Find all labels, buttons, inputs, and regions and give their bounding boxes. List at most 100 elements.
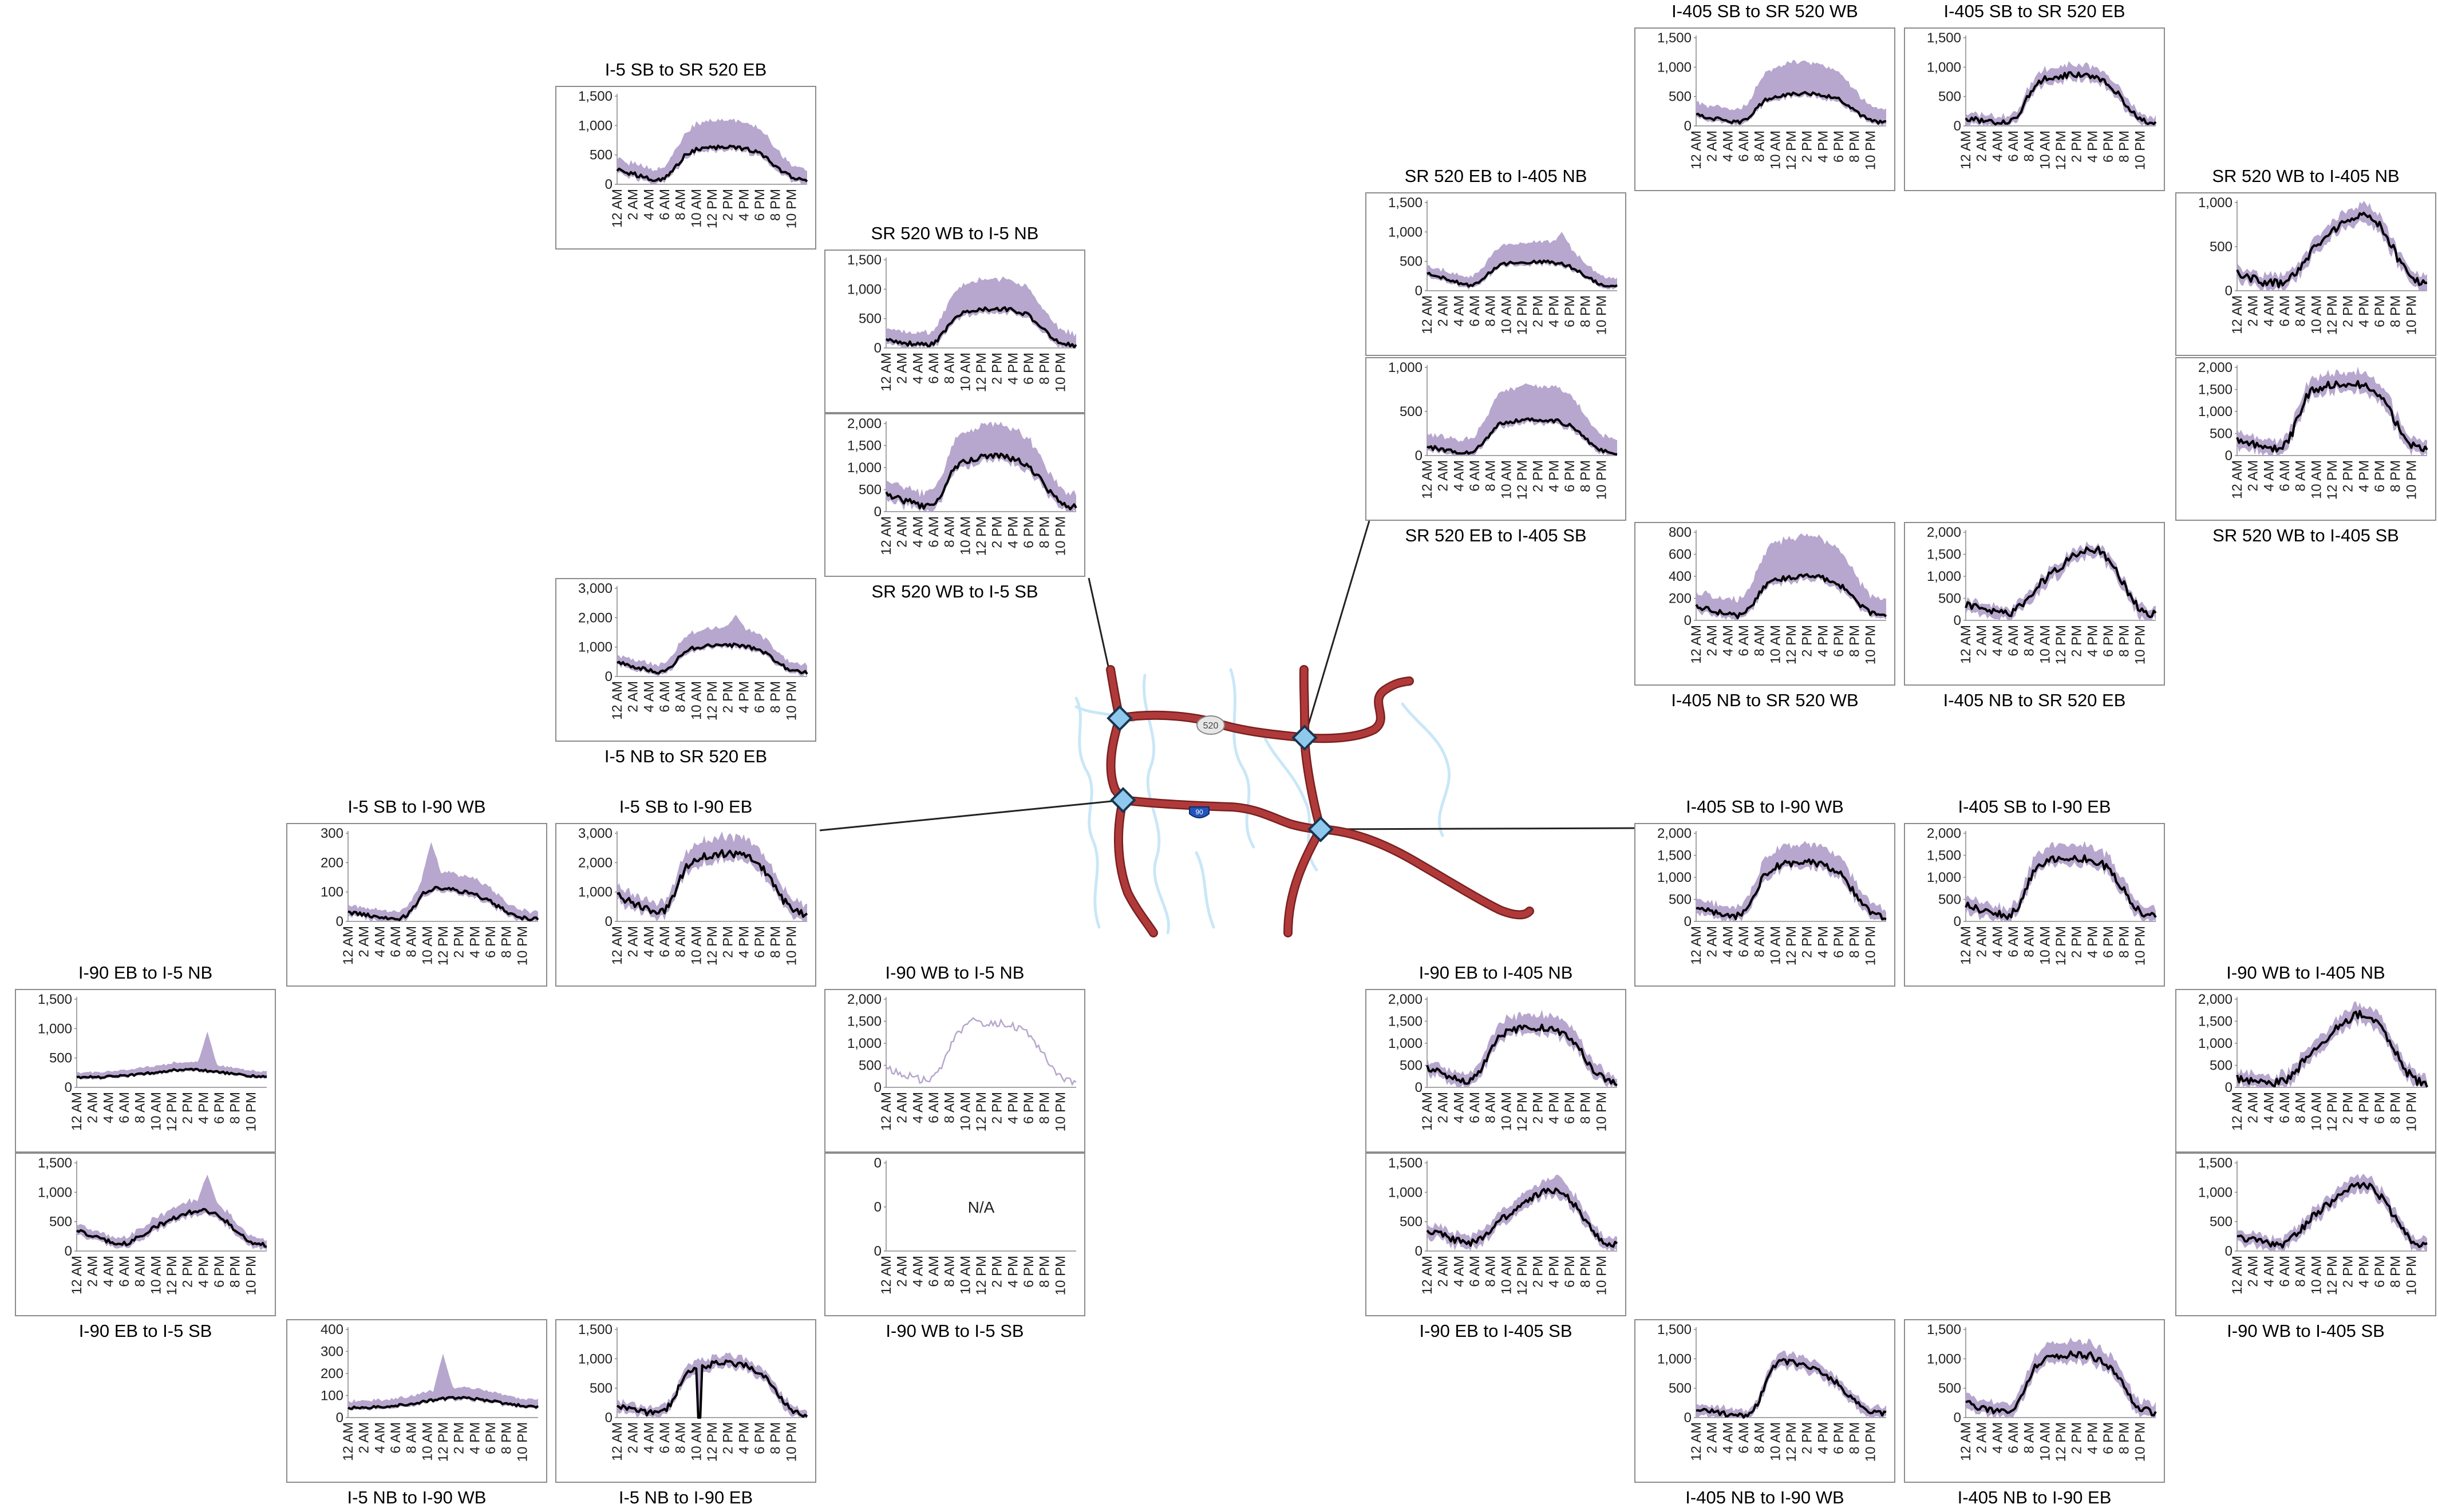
- x-tick-label: 8 PM: [2117, 926, 2132, 958]
- average-line: [76, 1208, 267, 1248]
- x-tick-label: 8 PM: [1037, 353, 1053, 385]
- x-tick-label: 2 AM: [626, 1422, 641, 1454]
- x-tick-label: 2 PM: [1531, 460, 1546, 492]
- y-tick-label: 500: [1938, 1381, 1961, 1396]
- y-tick-label: 0: [605, 177, 613, 192]
- x-tick-label: 2 AM: [1974, 625, 1990, 656]
- average-line: [1696, 858, 1887, 921]
- x-tick-label: 6 PM: [752, 189, 768, 221]
- x-tick-label: 8 AM: [1752, 130, 1768, 162]
- chart-title: I-405 NB to SR 520 EB: [1943, 690, 2126, 710]
- chart-frame: [1904, 27, 2165, 191]
- y-tick-label: 500: [859, 482, 882, 498]
- y-tick-label: 0: [605, 1410, 613, 1426]
- x-tick-label: 10 AM: [1768, 926, 1783, 965]
- x-tick-label: 8 AM: [1483, 295, 1499, 327]
- chart-frame: [1904, 522, 2165, 686]
- x-tick-label: 2 AM: [2246, 295, 2261, 327]
- interchange-node-i405-i90[interactable]: [1307, 816, 1334, 842]
- range-area: [1427, 1010, 1617, 1087]
- chart-title: I-90 EB to I-405 NB: [1418, 963, 1573, 983]
- x-tick-label: 8 AM: [2293, 295, 2309, 327]
- chart-title: I-90 EB to I-5 SB: [78, 1321, 212, 1341]
- y-tick-label: 1,500: [1388, 195, 1423, 211]
- x-tick-label: 8 PM: [1847, 926, 1863, 958]
- x-tick-label: 2 AM: [626, 926, 641, 957]
- x-tick-label: 12 PM: [974, 353, 989, 392]
- x-tick-label: 6 PM: [2372, 460, 2388, 492]
- average-line: [2236, 1010, 2428, 1088]
- x-tick-label: 10 AM: [420, 1422, 435, 1461]
- chart-title: I-5 SB to SR 520 EB: [604, 60, 767, 80]
- y-tick-label: 1,500: [1657, 30, 1692, 46]
- x-tick-label: 10 AM: [1499, 1256, 1514, 1295]
- x-tick-label: 10 AM: [148, 1256, 164, 1295]
- y-tick-label: 1,000: [1927, 60, 1961, 75]
- y-tick-label: 1,000: [578, 885, 613, 900]
- y-tick-label: 0: [1954, 613, 1961, 628]
- x-tick-label: 6 PM: [1021, 353, 1037, 385]
- x-tick-label: 12 PM: [436, 926, 451, 965]
- x-tick-label: 2 PM: [1800, 130, 1815, 163]
- average-line: [2236, 380, 2428, 453]
- y-tick-label: 0: [874, 1200, 882, 1215]
- y-tick-label: 3,000: [578, 826, 613, 841]
- interchange-node-i5-i90[interactable]: [1110, 787, 1136, 813]
- x-tick-label: 6 PM: [1562, 460, 1578, 492]
- x-tick-label: 4 AM: [641, 681, 657, 713]
- x-tick-label: 8 AM: [1752, 625, 1768, 656]
- water-feature: [1195, 851, 1215, 929]
- interchange-node-i405-sr520[interactable]: [1291, 725, 1318, 751]
- chart-sr520eb-i405sb: SR 520 EB to I-405 SB 0 500 1,000 12 AM 2 AM 4…: [1365, 357, 1626, 545]
- leader-lines: [819, 520, 1638, 832]
- x-tick-label: 8 AM: [133, 1092, 148, 1123]
- average-line: [2236, 211, 2428, 288]
- chart-i5sb-sr520eb: I-5 SB to SR 520 EB 0 500 1,000 1,500 12 AM 2 …: [555, 60, 816, 250]
- x-tick-label: 10 PM: [1863, 130, 1878, 170]
- x-tick-label: 10 PM: [1053, 516, 1068, 556]
- chart-title: I-90 EB to I-405 SB: [1419, 1321, 1572, 1341]
- chart-title: I-90 WB to I-5 NB: [885, 963, 1025, 983]
- chart-sr520wb-i5sb: SR 520 WB to I-5 SB 0 500 1,000 1,500 2,000 12…: [824, 413, 1085, 601]
- y-tick-label: 1,000: [847, 1036, 882, 1051]
- y-tick-label: 0: [1415, 283, 1423, 299]
- x-tick-label: 8 PM: [1037, 516, 1053, 548]
- x-tick-label: 8 AM: [404, 926, 420, 957]
- x-tick-label: 10 PM: [1053, 1092, 1068, 1131]
- chart-frame: [1904, 823, 2165, 987]
- y-tick-label: 1,500: [1927, 547, 1961, 563]
- x-tick-label: 2 AM: [895, 1256, 910, 1287]
- x-tick-label: 12 AM: [1958, 1422, 1974, 1461]
- average-line: [1427, 259, 1618, 288]
- y-tick-label: 500: [1669, 892, 1692, 908]
- interchange-nodes: [1107, 705, 1334, 842]
- x-tick-label: 12 AM: [1958, 130, 1974, 169]
- x-tick-label: 4 AM: [2261, 295, 2277, 327]
- average-line: [2237, 1182, 2428, 1249]
- y-tick-label: 400: [321, 1322, 343, 1337]
- x-tick-label: 2 PM: [990, 1256, 1005, 1288]
- interchange-node-i5-sr520[interactable]: [1107, 705, 1133, 731]
- y-tick-label: 0: [1684, 118, 1692, 134]
- x-tick-label: 10 AM: [689, 926, 704, 965]
- chart-plot: 0 500 1,000 1,500 2,000 12 AM 2 AM 4 AM 6 AM 8 AM…: [824, 989, 1085, 1153]
- x-tick-label: 6 AM: [1467, 1092, 1483, 1123]
- x-tick-label: 12 PM: [1515, 460, 1530, 500]
- x-tick-label: 4 PM: [196, 1092, 211, 1124]
- chart-plot: 0 500 1,000 1,500 12 AM 2 AM 4 AM 6 AM 8 AM 10 AM…: [824, 250, 1085, 413]
- y-tick-label: 2,000: [847, 416, 882, 432]
- x-tick-label: 4 AM: [101, 1256, 116, 1287]
- x-tick-label: 6 PM: [212, 1256, 227, 1288]
- x-tick-label: 10 PM: [1053, 353, 1068, 392]
- x-tick-label: 6 PM: [1021, 1256, 1037, 1288]
- x-tick-label: 8 PM: [1578, 1256, 1594, 1288]
- x-tick-label: 4 AM: [1451, 295, 1467, 327]
- x-tick-label: 12 AM: [610, 1422, 625, 1461]
- x-tick-label: 10 PM: [515, 926, 530, 965]
- x-tick-label: 12 PM: [705, 189, 720, 228]
- chart-i405sb-sr520wb: I-405 SB to SR 520 WB 0 500 1,000 1,500 12 AM…: [1634, 1, 1895, 191]
- x-tick-label: 10 PM: [1594, 1256, 1609, 1295]
- chart-frame: [555, 86, 816, 250]
- range-area: [1696, 533, 1886, 620]
- x-tick-label: 12 AM: [69, 1256, 85, 1295]
